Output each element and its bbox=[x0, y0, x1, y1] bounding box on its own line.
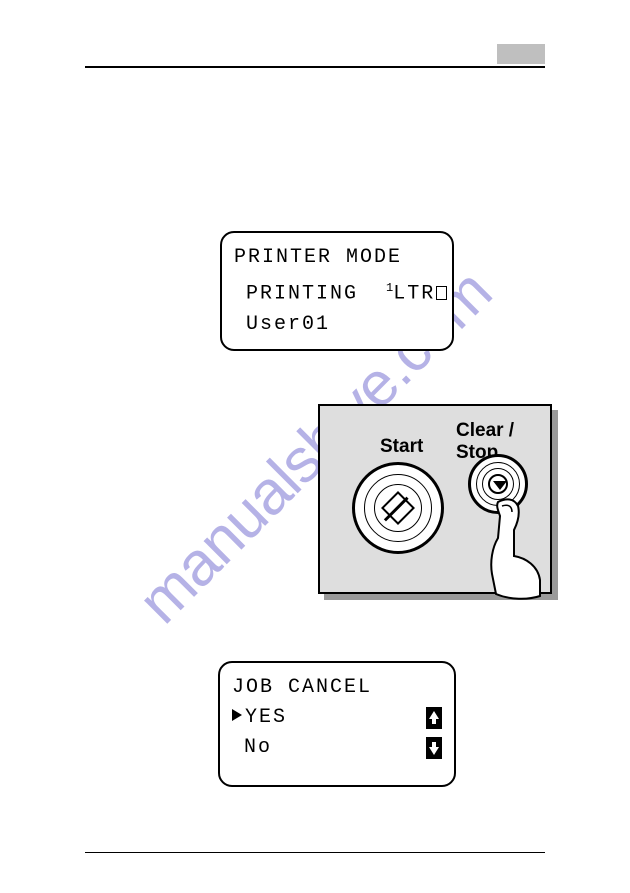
page-tab bbox=[497, 44, 545, 64]
page-icon bbox=[436, 286, 447, 300]
lcd-line-user: User01 bbox=[234, 310, 440, 340]
lcd-job-cancel: JOB CANCEL YES No bbox=[218, 661, 456, 787]
up-arrow-icon bbox=[426, 707, 442, 729]
down-arrow-icon bbox=[426, 737, 442, 759]
finger-icon bbox=[478, 496, 558, 606]
stop-icon bbox=[488, 474, 508, 494]
paper-size: LTR bbox=[393, 283, 435, 306]
bottom-rule bbox=[85, 852, 545, 853]
start-label: Start bbox=[380, 436, 423, 458]
printing-label: PRINTING bbox=[246, 283, 358, 306]
lcd-option-no[interactable]: No bbox=[232, 733, 442, 763]
lcd-printer-mode: PRINTER MODE PRINTING 1LTR User01 bbox=[220, 231, 454, 351]
top-rule bbox=[85, 66, 545, 68]
lcd-line-status: PRINTING 1LTR bbox=[234, 273, 440, 310]
option-no-text: No bbox=[244, 736, 272, 759]
selection-marker-icon bbox=[232, 709, 242, 721]
lcd-cancel-title: JOB CANCEL bbox=[232, 673, 442, 703]
option-yes-text: YES bbox=[245, 706, 287, 729]
lcd-option-yes[interactable]: YES bbox=[232, 703, 442, 733]
button-panel: Start Clear / Stop bbox=[318, 404, 552, 594]
lcd-line-title: PRINTER MODE bbox=[234, 243, 440, 273]
